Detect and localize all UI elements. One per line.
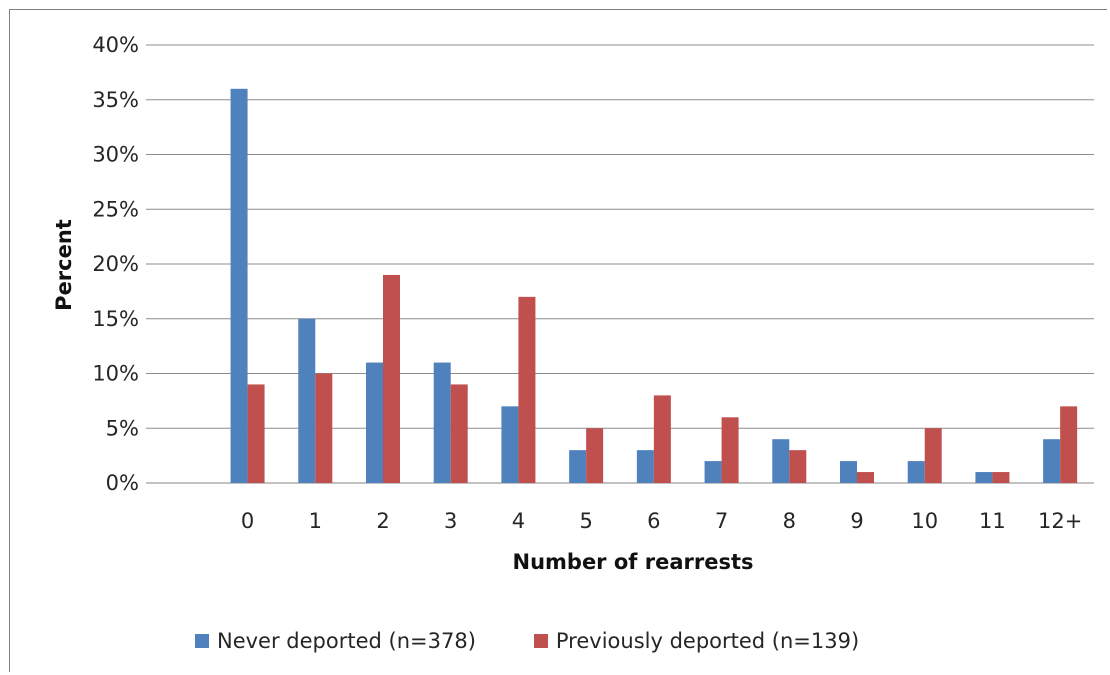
x-tick-label: 12+ [1038,509,1082,533]
bar-previously-deported [924,428,942,483]
y-axis-tick-labels: 0% 5% 10% 15% 20% 25% 30% 35% 40% [92,33,139,495]
y-tick-label: 25% [92,197,139,221]
x-tick-label: 4 [512,509,525,533]
legend-swatch-previously-deported [533,634,548,648]
bar-never-deported [772,439,790,483]
bar-never-deported [975,472,993,483]
bar-never-deported [1043,439,1061,483]
bar-never-deported [230,88,248,484]
x-tick-label: 2 [376,509,389,533]
chart-frame [9,9,1107,672]
bar-never-deported [704,461,722,483]
x-tick-label: 10 [911,509,938,533]
bar-previously-deported [518,296,536,483]
bar-previously-deported [383,274,400,483]
bar-never-deported [569,450,587,483]
bar-previously-deported [653,395,671,483]
x-tick-label: 9 [850,509,863,533]
bar-previously-deported [247,384,265,483]
x-tick-label: 8 [783,509,796,533]
bar-never-deported [636,450,654,483]
bar-never-deported [366,362,383,483]
y-tick-label: 35% [92,88,139,112]
y-tick-label: 5% [106,416,139,440]
y-tick-label: 40% [92,33,139,57]
y-tick-label: 30% [92,143,139,167]
legend-label-previously-deported: Previously deported (n=139) [555,629,860,653]
bar-never-deported [501,406,519,483]
y-axis-title: Percent [52,219,76,311]
legend-item-previously-deported: Previously deported (n=139) [533,629,860,653]
bar-previously-deported [721,417,739,483]
bar-never-deported [840,461,857,483]
x-tick-label: 5 [579,509,592,533]
x-tick-label: 11 [979,509,1006,533]
bar-previously-deported [586,428,604,483]
legend-label-never-deported: Never deported (n=378) [217,629,476,653]
y-tick-label: 0% [106,471,139,495]
x-tick-label: 0 [241,509,254,533]
bar-previously-deported [1060,406,1078,483]
y-tick-label: 20% [92,252,139,276]
x-tick-label: 7 [715,509,728,533]
y-tick-label: 10% [92,362,139,386]
x-axis-title: Number of rearrests [513,550,754,574]
x-tick-label: 3 [444,509,457,533]
y-tick-label: 15% [92,307,139,331]
bar-previously-deported [789,450,807,483]
legend: Never deported (n=378) Previously deport… [195,626,917,656]
legend-swatch-never-deported [195,634,209,648]
bar-previously-deported [450,384,468,483]
bar-previously-deported [315,373,333,483]
x-axis-tick-labels: 0 1 2 3 4 5 6 7 8 9 10 11 12+ [241,509,1082,533]
bar-never-deported [907,461,925,483]
bar-never-deported [298,318,316,483]
gridlines [146,44,1094,484]
x-tick-label: 6 [647,509,660,533]
x-tick-label: 1 [309,509,322,533]
bar-previously-deported [992,472,1010,483]
bar-previously-deported [857,472,874,483]
bars [230,88,1078,484]
bar-never-deported [433,362,451,483]
legend-item-never-deported: Never deported (n=378) [195,629,476,653]
